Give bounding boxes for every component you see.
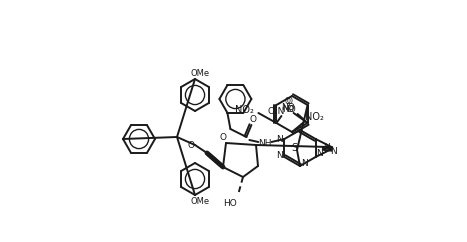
Text: NO₂: NO₂ bbox=[304, 112, 324, 122]
Text: OMe: OMe bbox=[191, 197, 210, 205]
Text: HO: HO bbox=[223, 198, 237, 207]
Text: O: O bbox=[187, 142, 194, 151]
Text: NO₂: NO₂ bbox=[235, 105, 254, 115]
Text: N: N bbox=[331, 147, 337, 156]
Text: O: O bbox=[286, 105, 293, 113]
Text: S: S bbox=[291, 143, 297, 153]
Text: N: N bbox=[302, 159, 308, 168]
Text: NO: NO bbox=[281, 104, 295, 113]
Text: N: N bbox=[316, 150, 323, 159]
Text: OMe: OMe bbox=[191, 68, 210, 77]
Text: N: N bbox=[276, 151, 283, 160]
Text: O: O bbox=[250, 115, 257, 124]
Text: O: O bbox=[284, 98, 290, 106]
Text: N: N bbox=[276, 136, 283, 144]
Text: O: O bbox=[219, 134, 226, 143]
Text: O₂N: O₂N bbox=[268, 106, 285, 115]
Text: N: N bbox=[324, 144, 330, 152]
Text: O: O bbox=[287, 98, 292, 106]
Text: NH: NH bbox=[258, 139, 271, 149]
Text: NO: NO bbox=[283, 105, 296, 113]
